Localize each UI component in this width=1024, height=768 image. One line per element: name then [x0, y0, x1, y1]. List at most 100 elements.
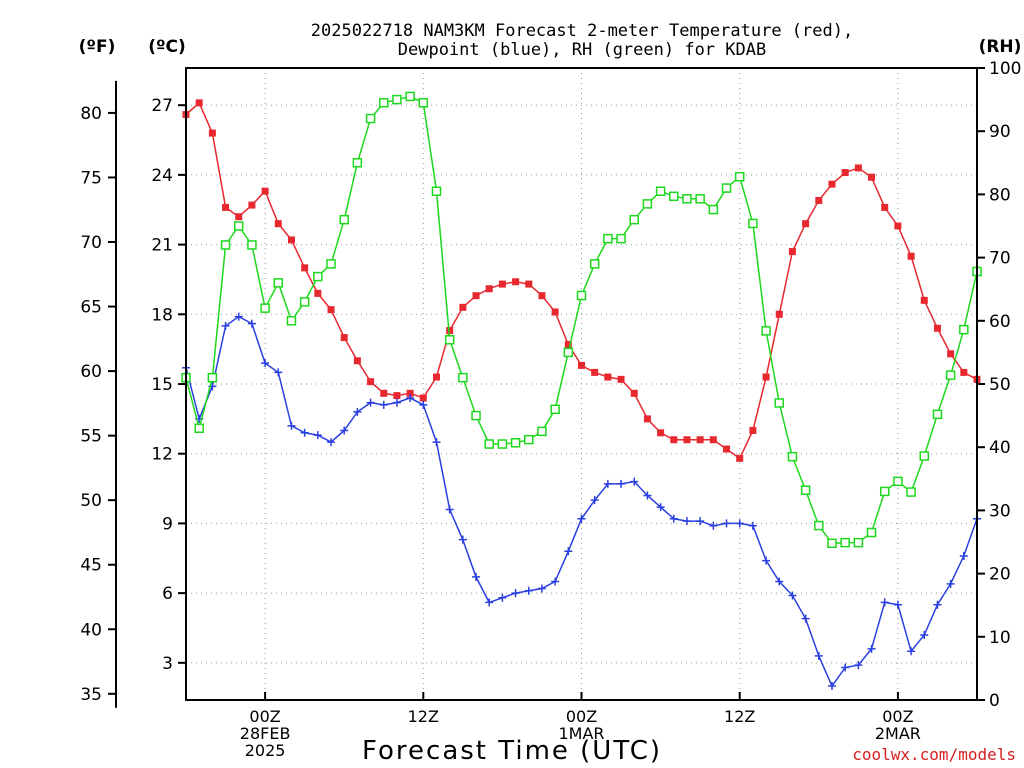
temperature-point	[828, 180, 836, 188]
rh-point	[365, 113, 376, 124]
dewpoint-point	[340, 426, 349, 435]
dewpoint-point	[247, 319, 256, 328]
temperature-point	[907, 252, 915, 260]
rh-point	[945, 370, 956, 380]
rh-point	[220, 240, 231, 250]
rh-point	[669, 191, 679, 202]
rh-unit-label: (RH)	[979, 37, 1022, 57]
dewpoint-point	[445, 505, 454, 514]
rh-point	[748, 218, 758, 229]
temperature-point	[301, 264, 309, 272]
rh-point	[734, 171, 745, 182]
celsius-tick-label: 15	[151, 375, 173, 395]
rh-point	[326, 259, 336, 269]
dewpoint-point	[617, 479, 626, 488]
dewpoint-point	[472, 572, 481, 581]
time-tick-label: 00Z	[566, 707, 597, 726]
dewpoint-point	[590, 496, 599, 505]
rh-point	[510, 438, 521, 448]
dewpoint-point	[920, 630, 929, 639]
time-tick-label: 00Z	[882, 707, 913, 726]
temperature-point	[564, 341, 572, 348]
rh-point	[589, 259, 600, 269]
rh-point	[418, 98, 429, 108]
dewpoint-point	[353, 407, 362, 416]
temperature-point	[222, 203, 230, 211]
temperature-point	[419, 394, 427, 402]
temperature-point	[854, 164, 862, 172]
fahrenheit-tick-label: 55	[80, 427, 102, 447]
rh-point	[959, 324, 969, 335]
rh-point	[695, 194, 705, 204]
dewpoint-point	[827, 682, 836, 691]
rh-tick-label: 90	[989, 122, 1011, 142]
temperature-point	[815, 196, 823, 204]
dewpoint-point	[537, 584, 546, 593]
fahrenheit-tick-label: 40	[80, 620, 102, 640]
dewpoint-point	[327, 438, 336, 447]
rh-tick-label: 60	[989, 312, 1011, 332]
temperature-point	[340, 334, 348, 342]
dewpoint-point	[419, 400, 428, 409]
fahrenheit-axis: 35 40 45 50 55 60 65 70 75 80	[80, 80, 117, 708]
dewpoint-point	[379, 400, 388, 409]
rh-tick-label: 40	[989, 438, 1011, 458]
dewpoint-point	[300, 428, 309, 437]
dewpoint-point	[722, 519, 731, 528]
temperature-point	[406, 389, 414, 397]
rh-tick-label: 20	[989, 565, 1011, 585]
time-tick-label: 00Z	[249, 707, 280, 726]
celsius-tick-label: 9	[162, 514, 173, 534]
dewpoint-point	[221, 321, 230, 330]
rh-tick-label: 0	[989, 691, 1000, 711]
dewpoint-point	[234, 312, 243, 321]
celsius-tick-label: 3	[162, 654, 173, 674]
temperature-point	[630, 389, 638, 397]
rh-point	[840, 537, 850, 548]
dewpoint-point	[511, 589, 520, 598]
dewpoint-point	[577, 514, 586, 523]
rh-point	[774, 398, 784, 408]
temperature-point	[261, 187, 269, 195]
rh-point	[260, 303, 270, 313]
celsius-tick-label: 12	[151, 445, 173, 465]
dewpoint-point	[959, 551, 968, 560]
rh-point	[642, 199, 653, 209]
rh-point	[682, 194, 692, 204]
dewpoint-point	[775, 577, 784, 586]
dewpoint-point	[564, 547, 573, 556]
temperature-point	[802, 220, 810, 228]
fahrenheit-unit-label: (ºF)	[79, 37, 116, 57]
rh-point	[194, 423, 204, 433]
rh-point	[339, 214, 349, 225]
time-tick-label: 12Z	[408, 707, 439, 726]
dewpoint-point	[748, 521, 757, 530]
dewpoint-point	[854, 661, 863, 670]
temperature-point	[591, 368, 599, 376]
temperature-point	[868, 173, 876, 181]
temperature-point	[287, 236, 295, 244]
rh-point	[629, 214, 639, 225]
rh-point	[814, 520, 824, 531]
temperature-point	[353, 357, 361, 365]
celsius-axis: 3 6 9 12 15 18 21 24 27	[151, 96, 186, 674]
temperature-point	[248, 201, 256, 209]
time-tick-label: 12Z	[724, 707, 755, 726]
rh-point	[299, 297, 310, 307]
rh-point	[866, 527, 877, 538]
rh-point	[458, 372, 468, 383]
dewpoint-point	[287, 421, 296, 430]
temperature-point	[723, 445, 731, 453]
temperature-point	[736, 454, 744, 462]
rh-point	[603, 233, 613, 244]
rh-point	[286, 316, 297, 326]
rh-point	[576, 290, 587, 301]
dewpoint-point	[313, 431, 322, 440]
rh-point	[932, 409, 943, 420]
chart-title-line1: 2025022718 NAM3KM Forecast 2-meter Tempe…	[311, 21, 853, 41]
temperature-point	[933, 324, 941, 332]
temperature-point	[788, 248, 796, 256]
dewpoint-point	[880, 598, 889, 607]
dewpoint-point	[709, 521, 718, 530]
